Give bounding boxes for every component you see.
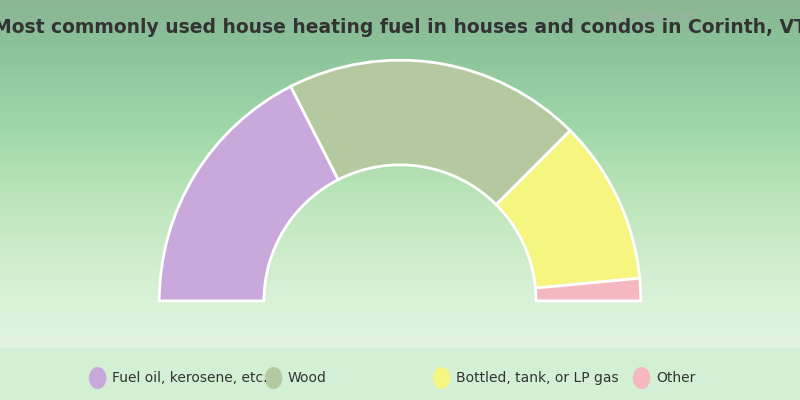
Wedge shape — [496, 131, 640, 288]
Wedge shape — [290, 60, 570, 205]
Wedge shape — [535, 278, 641, 301]
Text: Wood: Wood — [288, 371, 327, 385]
Text: Most commonly used house heating fuel in houses and condos in Corinth, VT: Most commonly used house heating fuel in… — [0, 18, 800, 37]
Wedge shape — [159, 86, 338, 301]
Text: City-Data.com: City-Data.com — [606, 10, 695, 24]
Text: Bottled, tank, or LP gas: Bottled, tank, or LP gas — [456, 371, 618, 385]
Text: Fuel oil, kerosene, etc.: Fuel oil, kerosene, etc. — [112, 371, 267, 385]
Text: Other: Other — [656, 371, 695, 385]
